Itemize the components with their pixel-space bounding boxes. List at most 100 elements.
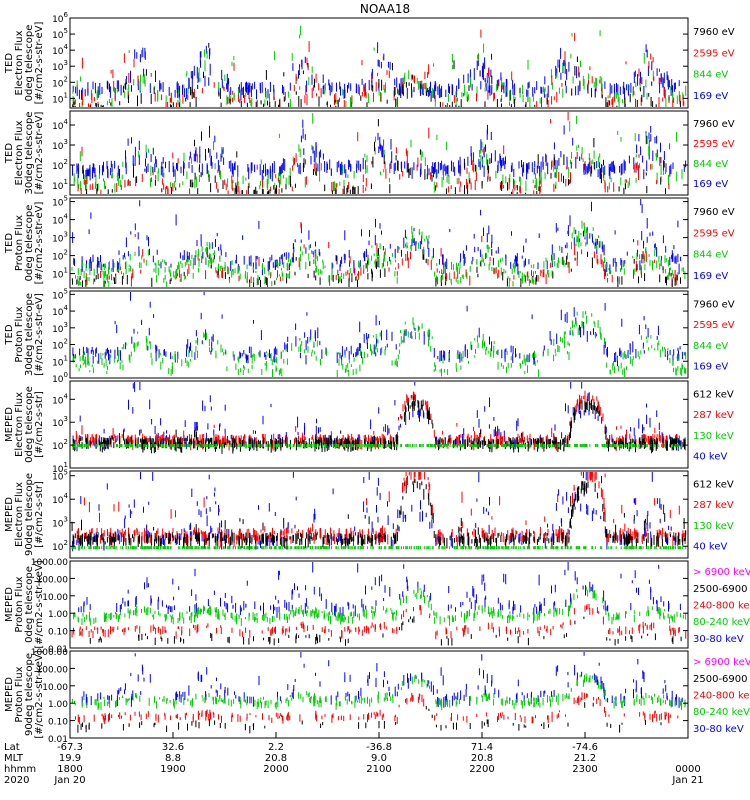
series-ted-e-0-0 <box>72 42 680 102</box>
y-tick-base: 10 <box>52 375 64 385</box>
y-tick-exponent: 2 <box>64 75 68 83</box>
y-tick-label: 104 <box>52 213 68 227</box>
y-tick-label: 104 <box>52 304 68 318</box>
legend-entry: 7960 eV <box>693 119 735 130</box>
y-axis-label-line: 0deg telescope <box>24 25 35 102</box>
y-tick-base: 10 <box>52 199 64 209</box>
y-tick-label: 104 <box>52 118 68 132</box>
y-tick-base: 10 <box>52 358 64 368</box>
y-axis-label-line: [#/cm2-s-str-eV] <box>34 22 45 105</box>
y-axis-label-line: 30deg telescope <box>24 111 35 194</box>
y-tick-label: 103 <box>52 138 68 152</box>
y-tick-label: 102 <box>52 75 68 89</box>
y-tick-label: 103 <box>52 59 68 73</box>
series-ted-p-0-3 <box>71 220 686 287</box>
y-tick-exponent: 3 <box>64 231 68 239</box>
chart-title: NOAA18 <box>360 2 410 16</box>
y-tick-label: 102 <box>52 249 68 263</box>
y-tick-exponent: 3 <box>64 59 68 67</box>
series-ted-p-30-1 <box>72 311 687 377</box>
y-tick-label: 106 <box>52 11 68 25</box>
y-tick-label: 100 <box>52 371 68 385</box>
legend-entry: 7960 eV <box>693 27 735 38</box>
panel-frame <box>69 110 689 196</box>
y-tick-exponent: 4 <box>64 304 69 312</box>
y-tick-label: 104 <box>52 43 68 57</box>
y-axis-label-line: Proton Flux <box>14 215 25 271</box>
legend-entry: 2595 eV <box>693 48 735 59</box>
y-tick-base: 10 <box>52 291 64 301</box>
y-tick-base: 10 <box>52 31 64 41</box>
y-tick-label: 102 <box>52 338 68 352</box>
legend-entry: 2595 eV <box>693 228 735 239</box>
legend-entry: 2595 eV <box>693 139 735 150</box>
y-tick-exponent: 5 <box>64 27 68 35</box>
y-axis-label-line: Electron Flux <box>14 120 25 185</box>
y-tick-exponent: 2 <box>64 338 68 346</box>
legend-entry: 2595 eV <box>693 320 735 331</box>
series-ted-e-0-3 <box>72 42 681 107</box>
panel-frame <box>69 197 689 289</box>
y-tick-base: 10 <box>52 271 64 281</box>
y-tick-label: 102 <box>52 158 68 172</box>
y-tick-label: 103 <box>52 231 68 245</box>
y-tick-base: 10 <box>52 95 64 105</box>
y-axis-label-line: 0deg telescope <box>24 205 35 282</box>
y-tick-base: 10 <box>52 182 64 192</box>
y-axis-label-line: Electron Flux <box>14 30 25 95</box>
legend-entry: 7960 eV <box>693 299 735 310</box>
y-axis-label-line: 30deg telescope <box>24 293 35 376</box>
y-axis-label-line: TED <box>4 53 15 74</box>
y-tick-exponent: 1 <box>64 267 68 275</box>
y-tick-label: 101 <box>52 354 68 368</box>
y-tick-label: 105 <box>52 27 68 41</box>
y-tick-base: 10 <box>52 217 64 227</box>
series-ted-e-30-0 <box>72 119 687 182</box>
y-tick-label: 101 <box>52 91 68 105</box>
y-tick-base: 10 <box>52 308 64 318</box>
y-tick-base: 10 <box>52 79 64 89</box>
panel-frame <box>69 290 689 379</box>
legend-entry: 169 eV <box>693 271 728 282</box>
panel-frame <box>69 17 689 109</box>
y-tick-base: 10 <box>52 235 64 245</box>
y-tick-exponent: 0 <box>64 371 68 379</box>
legend-entry: 169 eV <box>693 179 728 190</box>
y-tick-exponent: 2 <box>64 249 68 257</box>
y-tick-base: 10 <box>52 325 64 335</box>
legend-entry: 7960 eV <box>693 207 735 218</box>
y-tick-label: 105 <box>52 195 68 209</box>
y-axis-label-line: TED <box>4 233 15 254</box>
y-tick-base: 10 <box>52 162 64 172</box>
y-axis-label-line: Proton Flux <box>14 306 25 362</box>
legend-entry: 844 eV <box>693 250 728 261</box>
legend-entry: 844 eV <box>693 341 728 352</box>
y-tick-exponent: 5 <box>64 195 68 203</box>
y-tick-base: 10 <box>52 15 64 25</box>
y-axis-label-line: [#/cm2-s-str-eV] <box>34 202 45 285</box>
y-tick-base: 10 <box>52 122 64 132</box>
series-ted-p-30-0 <box>72 292 686 367</box>
y-tick-exponent: 3 <box>64 321 68 329</box>
y-tick-label: 103 <box>52 321 68 335</box>
y-tick-exponent: 4 <box>64 118 69 126</box>
y-axis-label-line: TED <box>4 143 15 164</box>
y-tick-exponent: 1 <box>64 91 68 99</box>
y-tick-base: 10 <box>52 253 64 263</box>
series-meped-e-0-3 <box>71 444 682 447</box>
series-ted-e-30-2 <box>77 112 671 194</box>
y-tick-label: 101 <box>52 267 68 281</box>
y-tick-base: 10 <box>52 63 64 73</box>
series-ted-e-30-3 <box>82 119 666 194</box>
y-tick-exponent: 2 <box>64 158 68 166</box>
legend-entry: 169 eV <box>693 362 728 373</box>
y-tick-base: 10 <box>52 342 64 352</box>
legend-entry: 844 eV <box>693 159 728 170</box>
y-axis-label-line: [#/cm2-s-str-eV] <box>34 293 45 376</box>
